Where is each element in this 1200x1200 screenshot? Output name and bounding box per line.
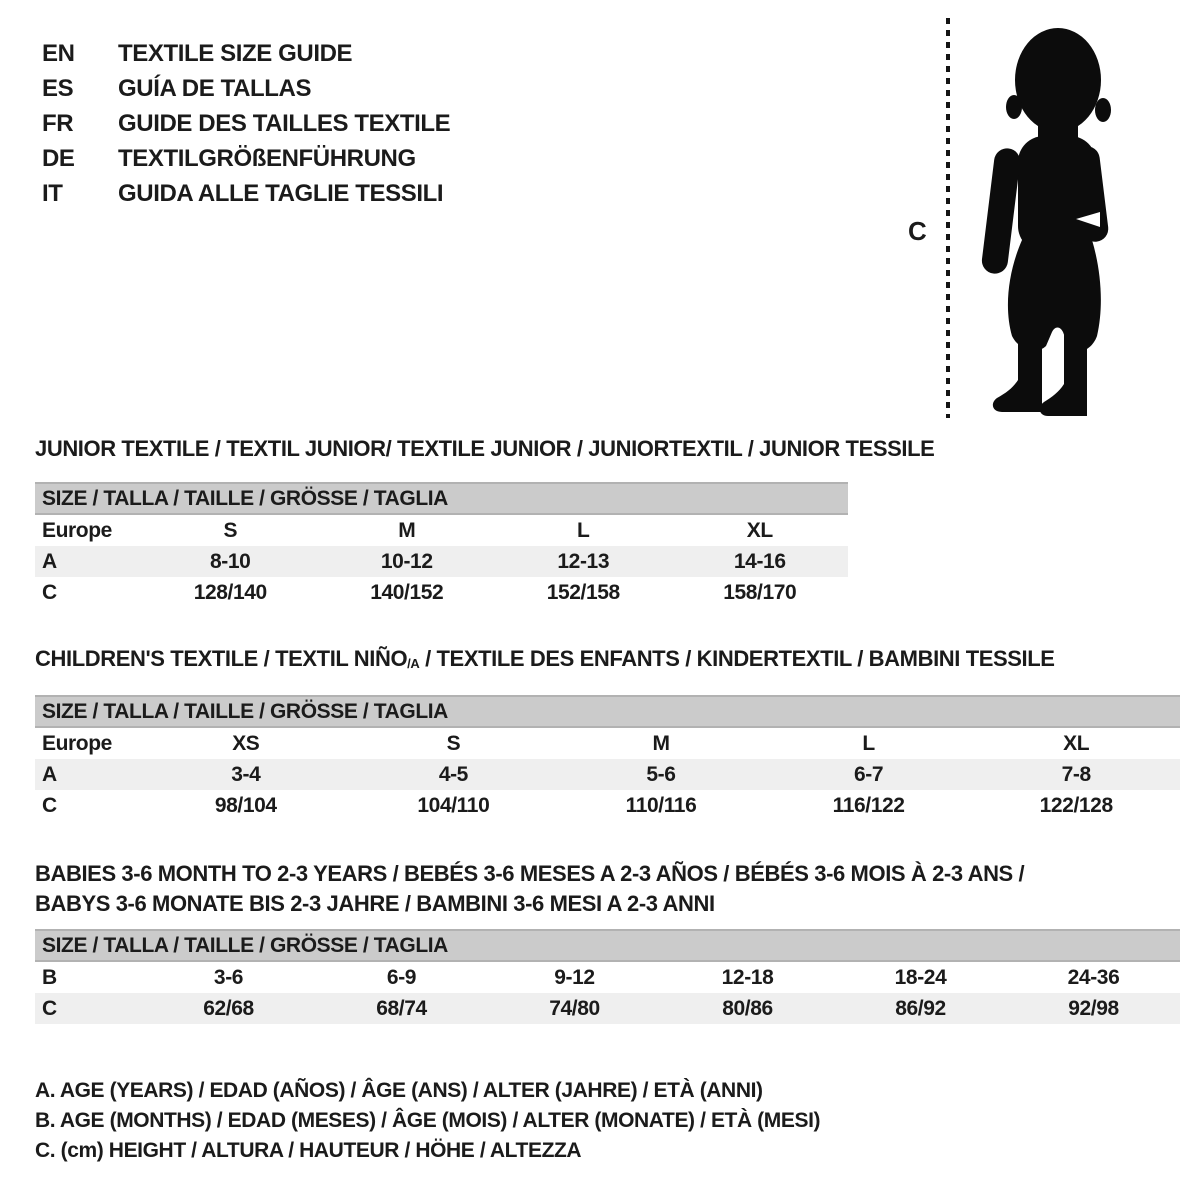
language-title: TEXTILGRÖßENFÜHRUNG (118, 144, 416, 172)
size-column-header-cell: L (577, 518, 590, 542)
row-label-cell: C (42, 996, 57, 1020)
legend-line-age-months: B. AGE (MONTHS) / EDAD (MESES) / ÂGE (MO… (35, 1109, 821, 1132)
measurement-cell: 6-7 (854, 762, 884, 786)
size-column-header-cell: XL (746, 518, 773, 542)
measurement-cell: 7-8 (1061, 762, 1092, 786)
measurement-cell: 18-24 (894, 965, 947, 989)
measurement-cell: 92/98 (1068, 996, 1119, 1020)
size-column-header-cell: L (862, 731, 875, 755)
measurement-cell: 110/116 (625, 793, 697, 817)
legend: A. AGE (YEARS) / EDAD (AÑOS) / ÂGE (ANS)… (35, 1076, 1180, 1166)
language-title: GUIDE DES TAILLES TEXTILE (118, 109, 451, 137)
measurement-cell: 140/152 (370, 580, 444, 604)
measurement-cell: 5-6 (646, 762, 676, 786)
section-title-line: JUNIOR TEXTILE / TEXTIL JUNIOR/ TEXTILE … (35, 434, 1180, 464)
section-title-junior: JUNIOR TEXTILE / TEXTIL JUNIOR/ TEXTILE … (35, 434, 1180, 464)
size-header-bar: SIZE / TALLA / TAILLE / GRÖSSE / TAGLIA (35, 482, 848, 515)
language-row-en: EN TEXTILE SIZE GUIDE (42, 36, 450, 71)
language-row-it: IT GUIDA ALLE TAGLIE TESSILI (42, 176, 450, 211)
section-title-text: /A (407, 656, 420, 671)
measurement-cell: 14-16 (733, 549, 786, 573)
section-title-text: JUNIOR TEXTILE / TEXTIL JUNIOR/ TEXTILE … (35, 436, 935, 461)
size-column-header-cell: XL (1063, 731, 1090, 755)
row-label-cell: B (42, 965, 57, 989)
language-row-fr: FR GUIDE DES TAILLES TEXTILE (42, 106, 451, 141)
size-guide-content: JUNIOR TEXTILE / TEXTIL JUNIOR/ TEXTILE … (35, 0, 1180, 1166)
section-title-text: BABYS 3-6 MONATE BIS 2-3 JAHRE / BAMBINI… (35, 891, 715, 916)
size-column-header-cell: S (446, 731, 461, 755)
language-row-es: ES GUÍA DE TALLAS (42, 71, 450, 106)
row-label-cell: A (42, 762, 57, 786)
section-title-text: CHILDREN'S TEXTILE / TEXTIL NIÑO (35, 646, 408, 671)
section-title-babies: BABIES 3-6 MONTH TO 2-3 YEARS / BEBÉS 3-… (35, 859, 1180, 919)
measurement-cell: 128/140 (193, 580, 268, 604)
column-header-row: Europe S M L XL (35, 515, 848, 546)
measurement-cell: 86/92 (895, 996, 946, 1020)
measurement-row: A 8-10 10-12 12-13 14-16 (35, 546, 848, 577)
size-column-header-cell: XS (232, 731, 260, 755)
section-title-line: BABYS 3-6 MONATE BIS 2-3 JAHRE / BAMBINI… (35, 889, 1180, 919)
measurement-cell: 158/170 (723, 580, 797, 604)
region-label-cell: Europe (42, 731, 112, 755)
legend-line-height: C. (cm) HEIGHT / ALTURA / HAUTEUR / HÖHE… (35, 1139, 582, 1162)
measurement-cell: 68/74 (376, 996, 427, 1020)
measurement-cell: 152/158 (546, 580, 621, 604)
toddler-silhouette-image (981, 28, 1111, 416)
height-measure-dashed-line (946, 18, 950, 418)
section-title-children: CHILDREN'S TEXTILE / TEXTIL NIÑO/A / TEX… (35, 644, 1180, 679)
language-code: FR (42, 109, 74, 137)
measurement-cell: 122/128 (1039, 793, 1114, 817)
measurement-cell: 6-9 (386, 965, 417, 989)
language-title: GUÍA DE TALLAS (118, 74, 312, 102)
measurement-row: B 3-6 6-9 9-12 12-18 18-24 24-36 (35, 962, 1180, 993)
size-column-header-cell: M (652, 731, 670, 755)
row-label-cell: C (42, 793, 57, 817)
section-title-text: BABIES 3-6 MONTH TO 2-3 YEARS / BEBÉS 3-… (35, 861, 1025, 886)
language-title: TEXTILE SIZE GUIDE (118, 39, 353, 67)
measurement-cell: 4-5 (438, 762, 469, 786)
region-label-cell: Europe (42, 518, 112, 542)
language-code: IT (42, 179, 63, 207)
measurement-cell: 10-12 (380, 549, 433, 573)
babies-size-table: B 3-6 6-9 9-12 12-18 18-24 24-36 C 62/68 68/74 74/… (35, 962, 1180, 1024)
measurement-cell: 3-4 (231, 762, 261, 786)
measurement-cell: 62/68 (203, 996, 254, 1020)
language-code: ES (42, 74, 74, 102)
size-header-bar: SIZE / TALLA / TAILLE / GRÖSSE / TAGLIA (35, 929, 1180, 962)
measurement-cell: 8-10 (210, 549, 251, 573)
size-header-bar: SIZE / TALLA / TAILLE / GRÖSSE / TAGLIA (35, 695, 1180, 728)
size-column-header-cell: M (398, 518, 416, 542)
language-title: GUIDA ALLE TAGLIE TESSILI (118, 179, 444, 207)
measurement-cell: 80/86 (722, 996, 773, 1020)
section-title-line: BABIES 3-6 MONTH TO 2-3 YEARS / BEBÉS 3-… (35, 859, 1180, 889)
measurement-cell: 12-13 (557, 549, 610, 573)
language-code: EN (42, 39, 75, 67)
measurement-cell: 104/110 (417, 793, 490, 817)
measurement-cell: 9-12 (554, 965, 595, 989)
measurement-row: C 128/140 140/152 152/158 158/170 (35, 577, 848, 608)
measurement-row: C 98/104 104/110 110/116 116/122 122/128 (35, 790, 1180, 821)
column-header-row: Europe XS S M L XL (35, 728, 1180, 759)
measurement-cell: 116/122 (832, 793, 905, 817)
measurement-cell: 3-6 (213, 965, 244, 989)
measurement-cell: 74/80 (549, 996, 600, 1020)
row-label-cell: C (42, 580, 57, 604)
children-size-table: Europe XS S M L XL A 3-4 4-5 5-6 6-7 7-8 C 98/104 104/… (35, 728, 1180, 821)
legend-line-age-years: A. AGE (YEARS) / EDAD (AÑOS) / ÂGE (ANS)… (35, 1079, 763, 1102)
measurement-cell: 98/104 (214, 793, 277, 817)
row-label-cell: A (42, 549, 57, 573)
section-title-line: CHILDREN'S TEXTILE / TEXTIL NIÑO/A / TEX… (35, 644, 1180, 679)
size-column-header-cell: S (223, 518, 238, 542)
measurement-cell: 12-18 (721, 965, 774, 989)
measurement-row: A 3-4 4-5 5-6 6-7 7-8 (35, 759, 1180, 790)
junior-size-table: Europe S M L XL A 8-10 10-12 12-13 14-16 C 128/140 1… (35, 515, 848, 608)
section-title-text: / TEXTILE DES ENFANTS / KINDERTEXTIL / B… (419, 646, 1055, 671)
language-code: DE (42, 144, 75, 172)
height-measure-label: C (908, 216, 927, 246)
language-list: EN TEXTILE SIZE GUIDE ES GUÍA DE TALLAS … (42, 36, 451, 211)
measurement-cell: 24-36 (1067, 965, 1120, 989)
language-row-de: DE TEXTILGRÖßENFÜHRUNG (42, 141, 450, 176)
measurement-row: C 62/68 68/74 74/80 80/86 86/92 92/98 (35, 993, 1180, 1024)
